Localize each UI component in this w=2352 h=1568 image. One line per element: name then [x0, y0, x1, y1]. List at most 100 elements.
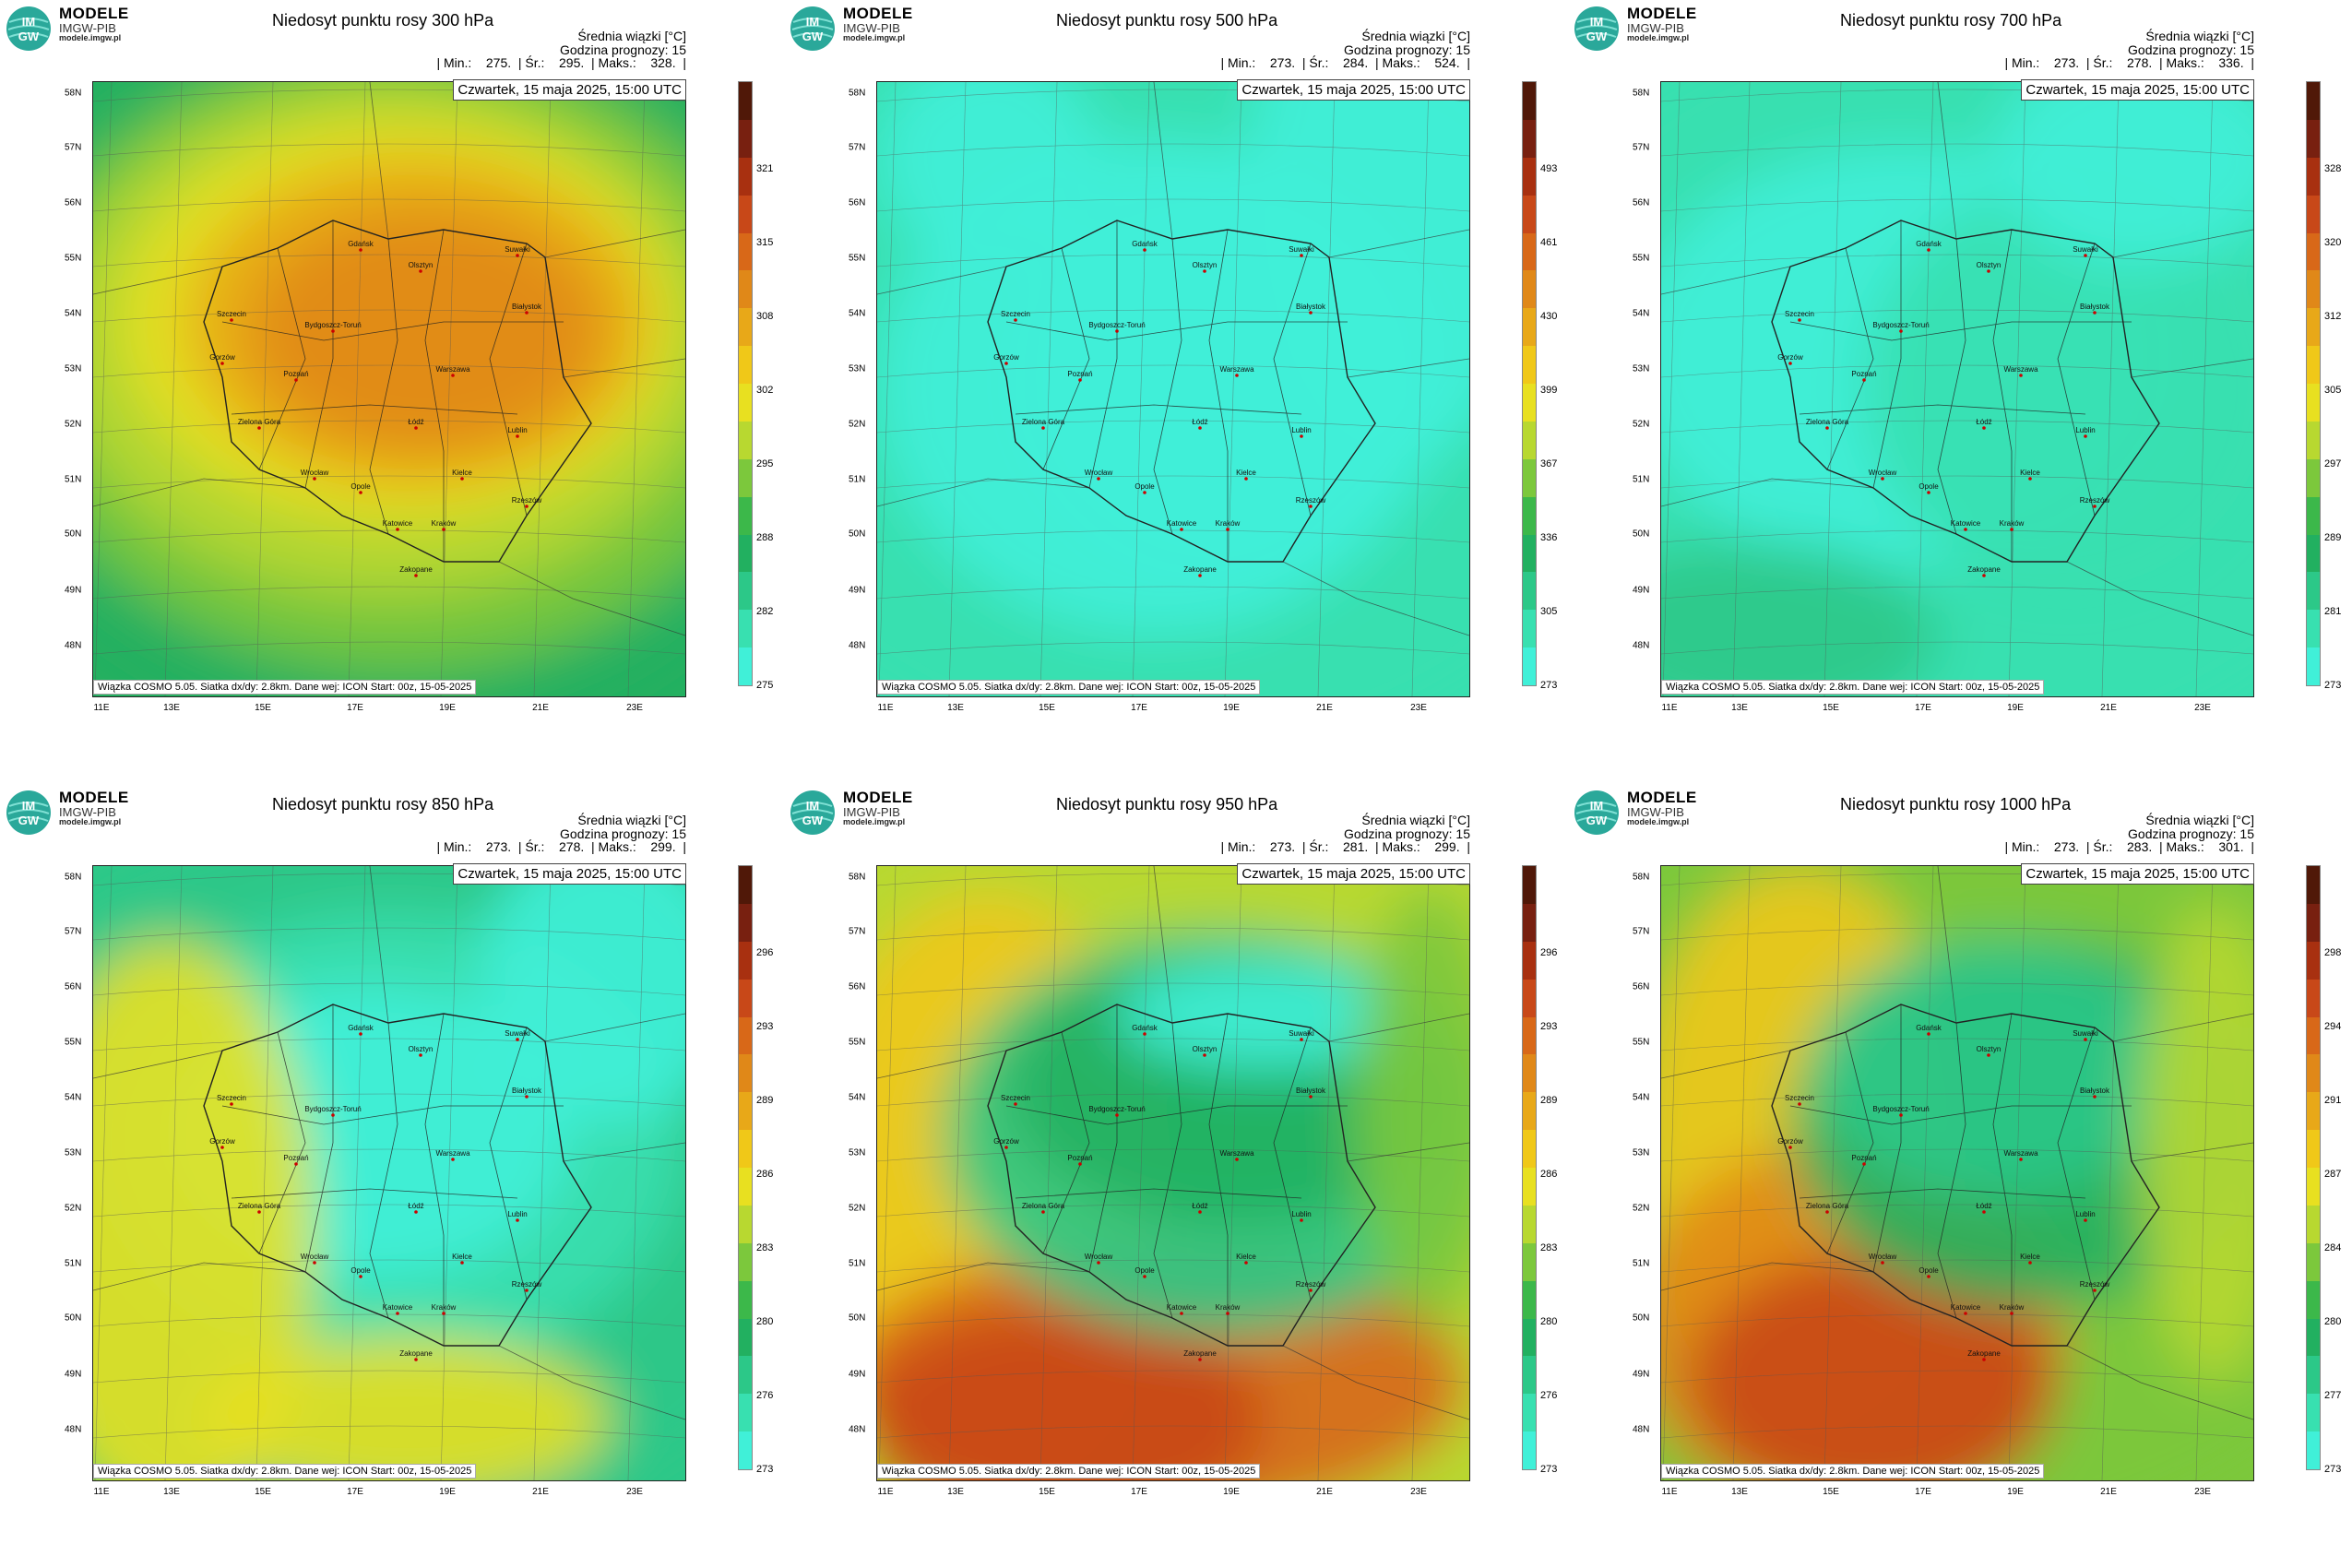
latitude-line [1661, 198, 2253, 212]
colorbar-tick: 288 [756, 532, 774, 543]
city-dot [257, 426, 261, 430]
map-field: Gdańsk Olsztyn Suwałki Szczecin Bydgoszcz-To… [877, 82, 1469, 696]
map-field: Gdańsk Olsztyn Suwałki Szczecin Bydgoszcz-To… [1661, 82, 2253, 696]
colorbar-segment [739, 458, 752, 497]
longitude-line [948, 866, 967, 1480]
colorbar-segment [1523, 572, 1536, 611]
city-dot [1899, 1113, 1903, 1117]
city-label: Kielce [452, 1253, 472, 1261]
longitude-line [1916, 82, 1934, 696]
colorbar-tick: 276 [1540, 1390, 1558, 1401]
latitude-line [877, 1204, 1469, 1218]
city-label: Kielce [2020, 469, 2040, 477]
colorbar-segment [1523, 384, 1536, 422]
latitude-line [877, 1370, 1469, 1384]
brand-name: MODELE [843, 789, 913, 806]
city-dot [220, 1146, 224, 1149]
latitude-line [93, 1425, 685, 1439]
map-area[interactable]: Gdańsk Olsztyn Suwałki Szczecin Bydgoszcz-To… [92, 81, 686, 697]
map-area[interactable]: Gdańsk Olsztyn Suwałki Szczecin Bydgoszcz-To… [1660, 865, 2254, 1481]
lat-label: 48N [849, 640, 866, 651]
city-label: Zielona Góra [238, 1202, 281, 1210]
city-dot [516, 254, 519, 257]
lat-label: 49N [1633, 1369, 1650, 1380]
city-label: Zakopane [1967, 1349, 2001, 1358]
latitude-line [877, 198, 1469, 212]
lon-label: 13E [1731, 703, 1748, 713]
city-label: Opole [1918, 1266, 1939, 1275]
lon-label: 19E [2007, 1487, 2024, 1497]
date-label: Czwartek, 15 maja 2025, 15:00 UTC [453, 863, 686, 885]
map-area[interactable]: Gdańsk Olsztyn Suwałki Szczecin Bydgoszcz-To… [876, 81, 1470, 697]
latitude-line [1661, 1425, 2253, 1439]
city-dot [1927, 1032, 1930, 1036]
mean-label: Średnia wiązki [°C] [1361, 29, 1470, 43]
map-area[interactable]: Gdańsk Olsztyn Suwałki Szczecin Bydgoszcz-To… [876, 865, 1470, 1481]
poland-border [1771, 220, 2160, 563]
city-label: Łódź [408, 418, 423, 426]
city-label: Zielona Góra [1022, 418, 1065, 426]
colorbar [738, 81, 753, 686]
info-block: Średnia wiązki [°C] Godzina prognozy: 15… [2004, 814, 2254, 854]
city-label: Suwałki [1289, 245, 1314, 254]
latitude-line [93, 982, 685, 996]
lat-label: 49N [1633, 585, 1650, 596]
city-dot [1041, 1210, 1045, 1214]
city-dot [1987, 1053, 1990, 1057]
latitude-line [93, 475, 685, 489]
lon-label: 21E [2100, 1487, 2117, 1497]
colorbar-segment [2307, 1394, 2320, 1432]
latitude-line [1661, 586, 2253, 600]
city-dot [2084, 434, 2087, 438]
city-dot [525, 311, 529, 315]
city-label: Kielce [1236, 469, 1256, 477]
colorbar-segment [1523, 195, 1536, 233]
lat-label: 52N [1633, 1203, 1650, 1214]
lat-label: 51N [65, 1258, 82, 1269]
lat-label: 55N [1633, 1037, 1650, 1048]
forecast-panel-1: IM GW MODELE IMGW-PIB modele.imgw.pl Nie… [0, 0, 784, 784]
colorbar-segment [739, 157, 752, 196]
map-area[interactable]: Gdańsk Olsztyn Suwałki Szczecin Bydgoszcz-To… [92, 865, 686, 1481]
longitude-line [255, 866, 274, 1480]
map-area[interactable]: Gdańsk Olsztyn Suwałki Szczecin Bydgoszcz-To… [1660, 81, 2254, 697]
colorbar-segment [739, 232, 752, 271]
colorbar-tick: 287 [2324, 1169, 2342, 1180]
latitude-line [93, 586, 685, 600]
colorbar-segment [2307, 1016, 2320, 1055]
city-label: Bydgoszcz-Toruń [304, 321, 361, 329]
city-label: Bydgoszcz-Toruń [1872, 321, 1929, 329]
longitude-line [440, 866, 458, 1480]
latitude-line [1661, 1313, 2253, 1327]
city-label: Opole [1134, 1266, 1155, 1275]
city-dot [1235, 374, 1239, 377]
city-dot [1244, 477, 1248, 481]
city-dot [516, 1218, 519, 1222]
city-label: Warszawa [2003, 365, 2038, 374]
brand-name: MODELE [59, 5, 129, 22]
city-label: Opole [350, 482, 371, 491]
lat-label: 57N [849, 926, 866, 937]
colorbar-tick: 275 [756, 680, 774, 691]
country-borders [93, 82, 685, 636]
lon-label: 21E [2100, 703, 2117, 713]
city-dot [313, 1261, 316, 1265]
forecast-panel-4: IM GW MODELE IMGW-PIB modele.imgw.pl Nie… [0, 784, 784, 1568]
colorbar-segment [2307, 1130, 2320, 1168]
longitude-line [1411, 866, 1430, 1480]
latitude-line [1661, 1093, 2253, 1107]
city-dot [1862, 1162, 1866, 1166]
city-label: Wrocław [301, 469, 329, 477]
city-label: Kraków [2000, 1303, 2025, 1312]
longitude-line [878, 866, 897, 1480]
colorbar-segment [1523, 1130, 1536, 1168]
longitude-line [2008, 866, 2026, 1480]
city-dot [451, 1158, 455, 1161]
city-label: Białystok [2080, 303, 2110, 311]
lat-label: 53N [1633, 1147, 1650, 1158]
longitude-line [533, 82, 552, 696]
colorbar-segment [2307, 1431, 2320, 1469]
city-dot [1825, 1210, 1829, 1214]
city-dot [419, 1053, 422, 1057]
city-label: Opole [350, 1266, 371, 1275]
